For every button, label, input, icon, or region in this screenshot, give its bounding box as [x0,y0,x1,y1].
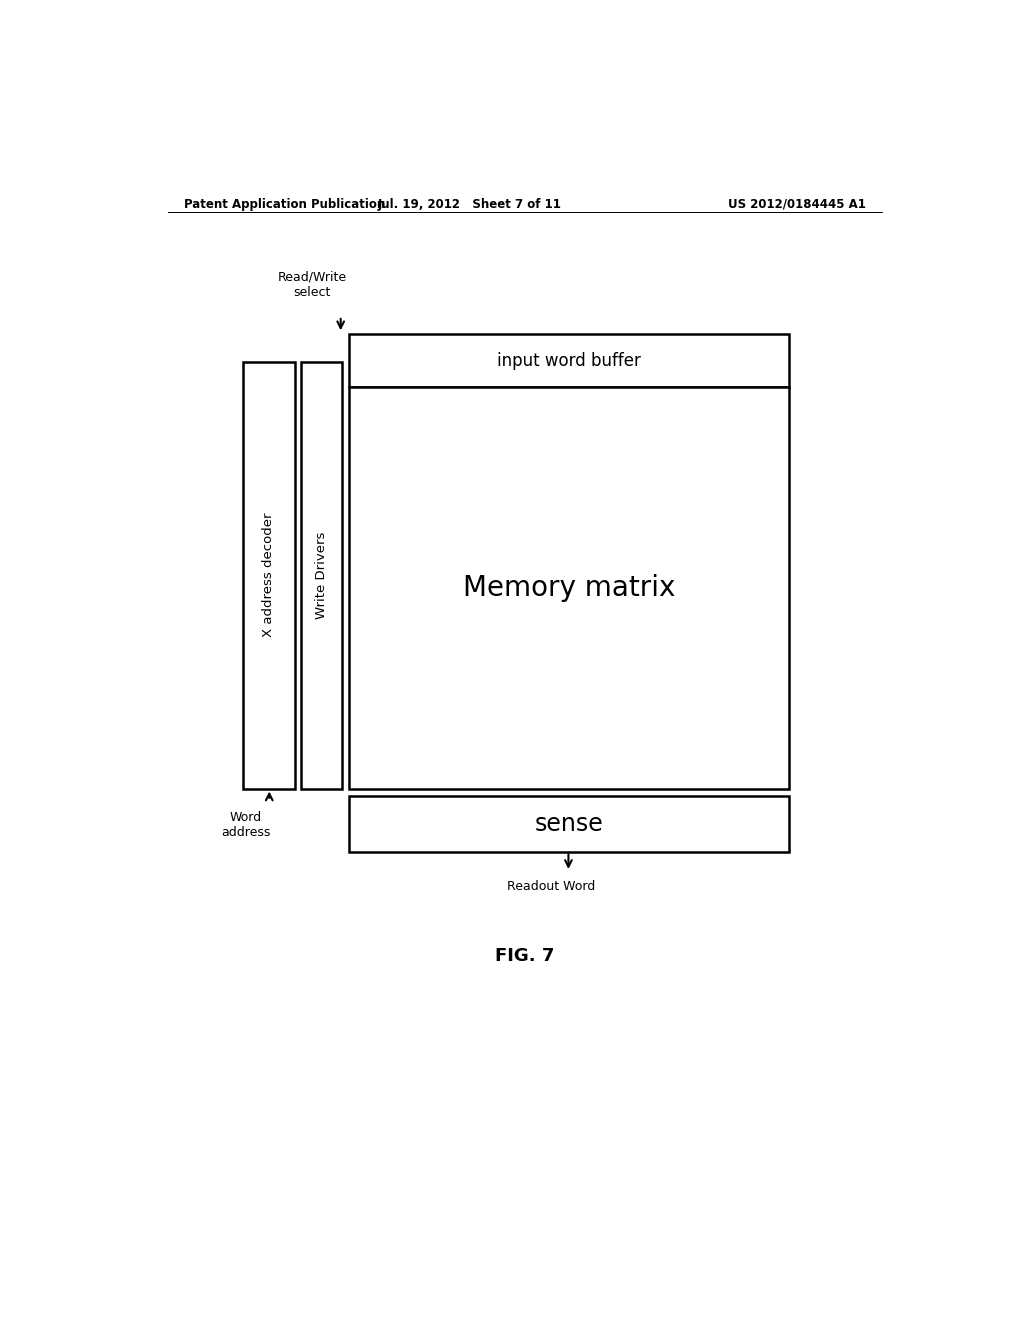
Text: sense: sense [535,812,603,836]
Text: FIG. 7: FIG. 7 [496,948,554,965]
Text: Write Drivers: Write Drivers [315,532,328,619]
Bar [348,387,790,788]
Bar [348,796,790,851]
Text: Jul. 19, 2012   Sheet 7 of 11: Jul. 19, 2012 Sheet 7 of 11 [377,198,561,211]
Bar [301,362,342,788]
Text: Patent Application Publication: Patent Application Publication [183,198,385,211]
Text: X address decoder: X address decoder [262,513,275,638]
Text: Read/Write
select: Read/Write select [278,271,347,298]
Text: Word
address: Word address [221,810,270,840]
Bar [243,362,295,788]
Text: Readout Word: Readout Word [507,880,596,894]
Bar [348,334,790,387]
Text: input word buffer: input word buffer [497,351,641,370]
Text: US 2012/0184445 A1: US 2012/0184445 A1 [728,198,866,211]
Text: Memory matrix: Memory matrix [463,574,675,602]
